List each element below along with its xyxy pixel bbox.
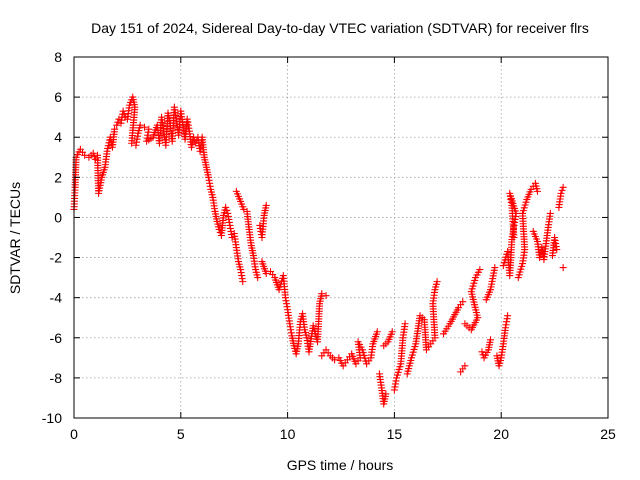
data-point: [128, 139, 136, 147]
x-axis-label: GPS time / hours: [287, 457, 394, 473]
data-point: [373, 328, 381, 336]
y-tick-label: 8: [54, 49, 62, 65]
data-point: [558, 186, 566, 194]
data-point: [322, 292, 330, 300]
axis-ticks: 0 5 10 15 20 25 -10 -8 -6 -4 -2 0 2 4 6 8: [42, 49, 616, 442]
data-point: [487, 336, 495, 344]
data-point: [331, 356, 339, 364]
data-point: [504, 312, 512, 320]
y-tick-label: -4: [50, 290, 63, 306]
y-tick-label: -6: [50, 330, 63, 346]
data-point: [476, 266, 484, 274]
x-tick-label: 10: [280, 426, 296, 442]
data-point: [510, 234, 518, 241]
data-point: [401, 320, 409, 328]
x-tick-label: 20: [493, 426, 509, 442]
y-axis-label: SDTVAR / TECUs: [7, 182, 23, 294]
data-point: [140, 123, 148, 131]
y-tick-label: -8: [50, 370, 63, 386]
y-tick-label: -2: [50, 250, 63, 266]
data-point: [557, 189, 565, 197]
data-point: [111, 125, 119, 133]
data-point: [459, 298, 467, 306]
data-point: [113, 121, 121, 129]
data-point: [553, 246, 561, 254]
y-tick-label: 2: [54, 169, 62, 185]
y-tick-label: -10: [42, 410, 62, 426]
data-point: [388, 328, 396, 336]
data-point: [491, 264, 499, 272]
data-point: [136, 121, 144, 129]
x-tick-label: 15: [387, 426, 403, 442]
data-point: [433, 278, 441, 286]
data-point: [382, 390, 390, 398]
data-point: [89, 149, 97, 157]
data-point: [254, 274, 262, 282]
y-tick-label: 6: [54, 89, 62, 105]
data-point: [534, 187, 542, 195]
x-tick-label: 25: [600, 426, 616, 442]
plot-frame: [73, 56, 609, 419]
data-point: [222, 203, 230, 211]
data-point: [120, 110, 128, 118]
data-point: [478, 348, 486, 356]
data-point: [81, 151, 89, 159]
data-point: [90, 152, 98, 160]
data-point: [461, 362, 469, 370]
data-point: [559, 264, 567, 272]
x-tick-label: 5: [177, 426, 185, 442]
data-point: [223, 206, 231, 214]
data-point: [239, 278, 247, 286]
data-marks: [70, 93, 567, 408]
chart-title: Day 151 of 2024, Sidereal Day-to-day VTE…: [91, 20, 589, 36]
data-point: [559, 183, 567, 191]
grid: [74, 57, 608, 418]
data-point: [114, 118, 122, 126]
data-point: [262, 201, 270, 209]
data-point: [318, 290, 326, 298]
y-tick-label: 0: [54, 209, 62, 225]
x-tick-label: 0: [70, 426, 78, 442]
y-tick-label: 4: [54, 129, 62, 145]
data-point: [262, 270, 270, 278]
data-point: [546, 209, 554, 217]
